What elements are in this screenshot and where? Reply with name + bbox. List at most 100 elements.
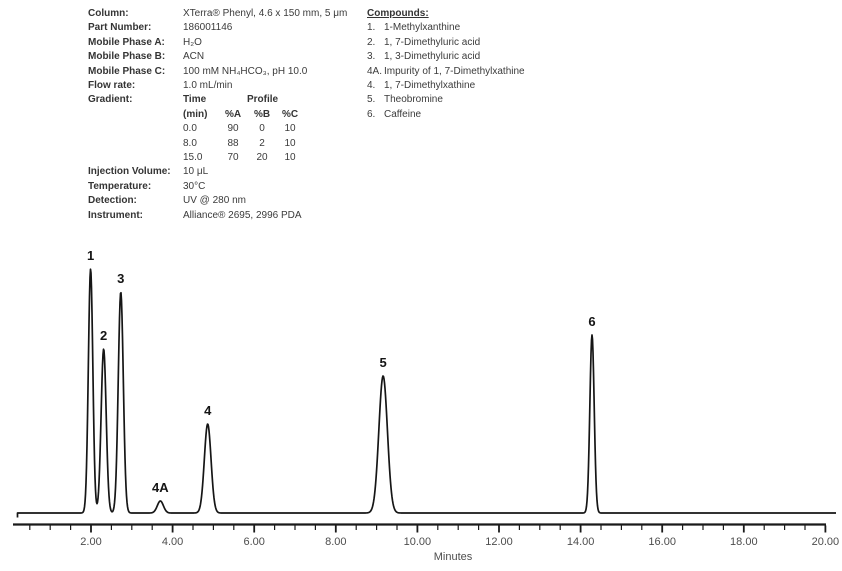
compound-number: 4A. [367,65,383,77]
compound-item: 3. 1, 3-Dimethyluric acid [367,50,525,64]
compound-name: 1-Methylxanthine [384,22,461,34]
peak-label-1: 1 [86,248,95,263]
peak-label-5: 5 [379,355,387,370]
method-row-value: H₂O [183,36,202,48]
method-row: Mobile Phase C: 100 mM NH₄HCO₃, pH 10.0 [88,65,347,79]
compound-name: Theobromine [384,94,443,106]
gradient-cell: 10 [284,137,296,149]
gradient-cell: 10 [284,152,296,164]
x-tick-label-10.00: 10.00 [403,536,432,548]
x-tick-label-14.00: 14.00 [566,536,595,548]
method-row-label: Gradient: [88,94,133,106]
method-row-label: Injection Volume: [88,166,171,178]
chromatogram-trace [16,268,837,518]
compound-name: 1, 3-Dimethyluric acid [384,51,481,63]
gradient-subheaders: (min) %A %B %C [183,108,303,122]
method-row-label: Instrument: [88,209,143,221]
gradient-cell: 15.0 [183,152,203,164]
compound-name: 1, 7-Dimethylxathine [384,80,476,92]
peak-label-3: 3 [117,271,125,286]
gradient-cell: 88 [227,137,239,149]
method-row-label: Part Number: [88,22,152,34]
gradient-header-row: Gradient: Time Profile [88,93,347,107]
compound-name: Caffeine [384,108,422,120]
method-row-label: Flow rate: [88,80,136,92]
compound-number: 1. [367,22,376,34]
gradient-cell: 2 [259,137,265,149]
method-row-value: 1.0 mL/min [183,80,233,92]
method-row-label: Temperature: [88,180,152,192]
gradient-subheader-row: (min) %A %B %C [88,108,347,122]
method-row: Column: XTerra® Phenyl, 4.6 x 150 mm, 5 μ… [88,7,347,21]
peak-label-6: 6 [588,314,596,329]
method-row: Mobile Phase B: ACN [88,50,347,64]
gradient-subheader-cell: %B [253,108,271,120]
method-row-label: Mobile Phase A: [88,36,165,48]
method-row-value: 10 μL [183,166,209,178]
gradient-subheader-cell: (min) [183,108,208,120]
compound-item: 5. Theobromine [367,93,525,107]
gradient-data-cells: 0.0 90 0 10 [183,122,303,136]
compound-number: 5. [367,94,376,106]
method-row: Injection Volume: 10 μL [88,165,347,179]
x-tick-label-16.00: 16.00 [648,536,676,548]
gradient-cell: 10 [284,123,296,135]
compounds-items: 1. 1-Methylxanthine 2. 1, 7-Dimethyluric ac… [367,21,525,122]
x-tick-label-12.00: 12.00 [485,536,513,548]
gradient-data-row: 15.0 70 20 10 [88,151,347,165]
peak-label-4A: 4A [152,480,169,495]
gradient-time-header: Time [183,94,207,106]
gradient-data-row: 0.0 90 0 10 [88,122,347,136]
gradient-cell: 90 [227,123,239,135]
compound-item: 4. 1, 7-Dimethylxathine [367,79,525,93]
method-row-value: ACN [183,51,205,63]
gradient-cell: 20 [256,152,268,164]
x-tick-label-6.00: 6.00 [243,536,265,548]
method-row-label: Column: [88,8,129,19]
gradient-header: Time Profile [183,93,278,107]
compound-name: Impurity of 1, 7-Dimethylxathine [384,65,525,77]
method-row-label: Mobile Phase C: [88,65,166,77]
method-row-value: Alliance® 2695, 2996 PDA [183,209,302,221]
compound-number: 6. [367,108,376,120]
gradient-subheader-cell: %C [281,108,299,120]
compound-item: 6. Caffeine [367,108,525,122]
x-tick-label-18.00: 18.00 [730,536,758,548]
method-row-label: Mobile Phase B: [88,51,166,63]
method-row-value: UV @ 280 nm [183,195,246,207]
gradient-data-row: 8.0 88 2 10 [88,137,347,151]
method-row: Mobile Phase A: H₂O [88,36,347,50]
gradient-cell: 0 [259,123,265,135]
gradient-data-cells: 8.0 88 2 10 [183,137,303,151]
compounds-title: Compounds: [367,8,429,19]
compound-name: 1, 7-Dimethyluric acid [384,36,481,48]
method-row-value: 30°C [183,180,206,192]
method-row-value: XTerra® Phenyl, 4.6 x 150 mm, 5 μm [183,8,348,19]
compounds-list: Compounds: 1. 1-Methylxanthine 2. 1, 7-Dime… [367,7,525,122]
method-conditions-block: Column: XTerra® Phenyl, 4.6 x 150 mm, 5 μ… [88,7,347,223]
method-row: Temperature: 30°C [88,180,347,194]
x-tick-label-8.00: 8.00 [325,536,347,548]
method-row-value: 186001146 [183,22,233,34]
gradient-cell: 8.0 [183,137,197,149]
peak-label-2: 2 [100,328,108,343]
method-row-label: Detection: [88,195,137,207]
method-row-value: 100 mM NH₄HCO₃, pH 10.0 [183,65,308,77]
compound-item: 1. 1-Methylxanthine [367,21,525,35]
method-row: Detection: UV @ 280 nm [88,194,347,208]
method-row: Flow rate: 1.0 mL/min [88,79,347,93]
gradient-cell: 0.0 [183,123,197,135]
compound-item: 2. 1, 7-Dimethyluric acid [367,36,525,50]
gradient-subheader-cell: %A [224,108,242,120]
gradient-data-cells: 15.0 70 20 10 [183,151,303,165]
compound-item: 4A. Impurity of 1, 7-Dimethylxathine [367,65,525,79]
x-tick-label-4.00: 4.00 [161,536,184,548]
gradient-cell: 70 [227,152,239,164]
compound-number: 2. [367,36,376,48]
x-tick-label-2.00: 2.00 [80,536,102,548]
x-tick-label-20.00: 20.00 [811,536,840,548]
gradient-profile-header: Profile [247,94,279,106]
x-axis-title: Minutes [433,551,473,563]
